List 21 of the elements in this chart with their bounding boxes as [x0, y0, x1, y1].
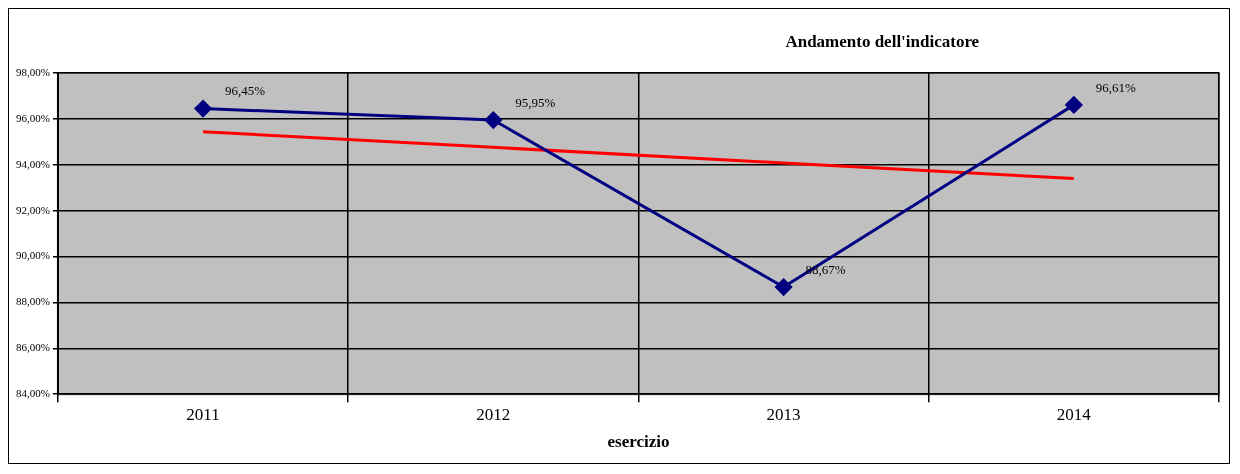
- data-label: 95,95%: [515, 94, 556, 110]
- point: [1065, 96, 1083, 114]
- x-axis-title: esercizio: [607, 432, 670, 452]
- x-tick-label: 2014: [1056, 404, 1092, 424]
- y-tick-label: 86,00%: [15, 341, 50, 354]
- point: [775, 278, 793, 296]
- y-tick-label: 96,00%: [15, 111, 50, 124]
- x-tick-label: 2011: [186, 404, 220, 424]
- x-tick-label: 2012: [476, 404, 511, 424]
- y-tick-label: 98,00%: [15, 65, 50, 78]
- data-label: 96,61%: [1095, 79, 1137, 95]
- point: [194, 100, 212, 118]
- data-label: 96,45%: [225, 83, 266, 99]
- y-tick-label: 94,00%: [15, 157, 50, 170]
- chart-title: Andamento dell'indicatore: [785, 32, 980, 52]
- x-tick-label: 2013: [766, 404, 801, 424]
- y-tick-label: 84,00%: [15, 387, 50, 400]
- y-tick-label: 92,00%: [15, 203, 50, 216]
- y-tick-label: 88,00%: [15, 295, 50, 308]
- point: [484, 111, 502, 129]
- y-tick-label: 90,00%: [15, 249, 50, 262]
